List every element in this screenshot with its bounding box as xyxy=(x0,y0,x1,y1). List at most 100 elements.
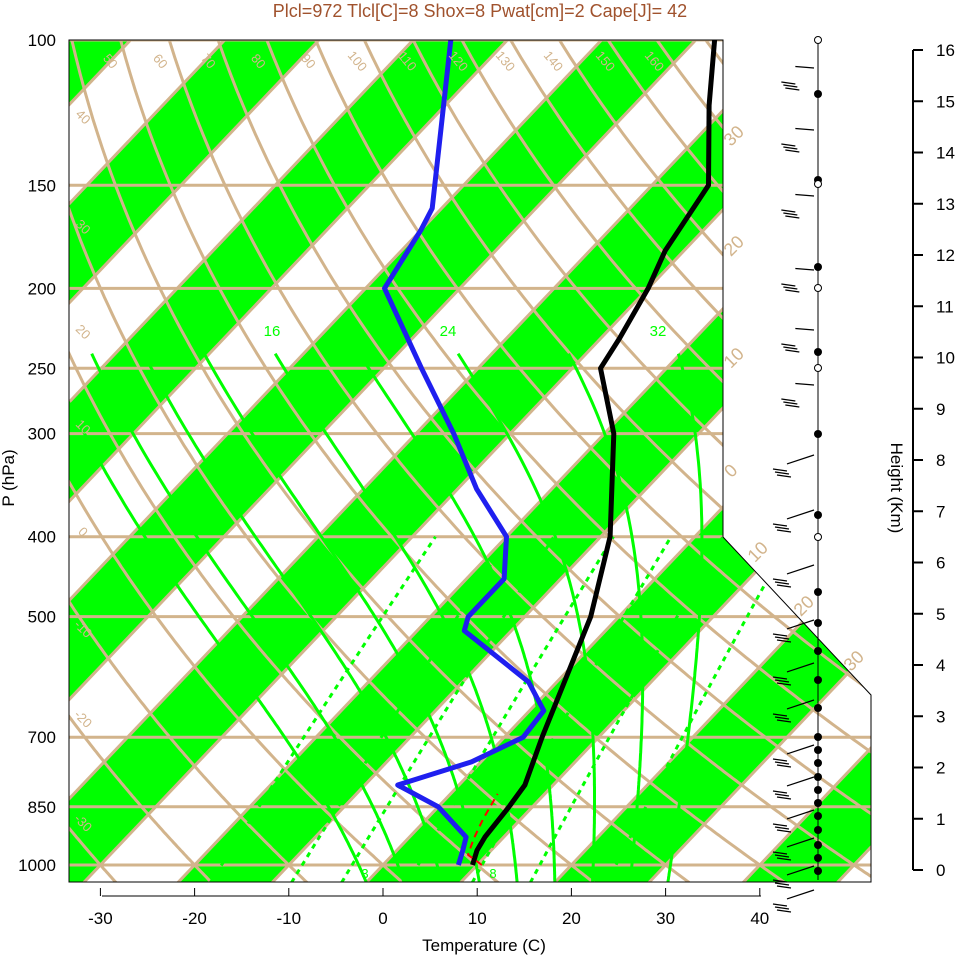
isotherm xyxy=(69,40,679,882)
dry-adiabat xyxy=(354,40,871,882)
wind-level-dot xyxy=(814,263,822,271)
wind-barb xyxy=(781,327,815,353)
moist-adiabat-label: 24 xyxy=(440,323,457,340)
y-axis-label: P (hPa) xyxy=(0,449,18,506)
dry-adiabat xyxy=(450,40,871,882)
x-tick-label: 0 xyxy=(378,909,387,928)
mixing-ratio-line xyxy=(470,535,673,882)
moist-adiabat-label: 32 xyxy=(650,323,667,340)
dry-adiabat xyxy=(69,40,690,882)
wind-barb xyxy=(772,776,815,800)
wind-level-dot xyxy=(814,90,822,98)
wind-barb xyxy=(772,809,815,833)
wind-barb xyxy=(772,509,815,533)
wind-barb xyxy=(772,744,815,768)
x-axis-label: Temperature (C) xyxy=(422,936,546,955)
height-tick-label: 8 xyxy=(936,451,945,470)
isotherm-label-left: 20 xyxy=(73,321,94,342)
pressure-tick-label: 500 xyxy=(28,608,56,627)
height-tick-label: 6 xyxy=(936,554,945,573)
isotherm-label-right: 10 xyxy=(744,538,772,566)
height-axis-label: Height (Km) xyxy=(887,443,906,534)
height-tick-label: 0 xyxy=(936,861,945,880)
pressure-tick-label: 200 xyxy=(28,279,56,298)
wind-level-dot xyxy=(814,619,822,627)
dry-adiabat xyxy=(162,40,871,882)
wind-level-dot xyxy=(814,733,822,741)
isotherm xyxy=(69,40,585,882)
wind-level-dot xyxy=(814,676,822,684)
wind-level-dot xyxy=(814,826,822,834)
dry-adiabat-label: 100 xyxy=(345,48,370,74)
pressure-tick-label: 300 xyxy=(28,425,56,444)
pressure-tick-label: 100 xyxy=(28,31,56,50)
sounding-profiles xyxy=(382,40,718,866)
x-axis: -30 -20 -10 0 10 20 30 40 xyxy=(88,888,769,928)
height-tick-label: 16 xyxy=(936,41,955,60)
wind-barb xyxy=(772,619,815,643)
wind-barb xyxy=(772,837,815,861)
isotherm-label-right: 10 xyxy=(720,344,748,372)
wind-level-dot xyxy=(814,647,822,655)
wind-level-circle xyxy=(814,180,822,188)
mixing-ratio-lines xyxy=(209,535,793,882)
height-tick-label: 2 xyxy=(936,759,945,778)
height-tick-label: 4 xyxy=(936,656,945,675)
height-tick-label: 10 xyxy=(936,349,955,368)
wind-level-dot xyxy=(814,773,822,781)
wind-level-circle xyxy=(814,284,822,292)
wind-level-dot xyxy=(814,786,822,794)
moist-adiabat xyxy=(273,352,519,882)
wind-level-dot xyxy=(814,759,822,767)
temperature-band xyxy=(539,40,871,882)
wind-barb xyxy=(781,267,815,293)
dry-adiabat-label: 60 xyxy=(150,51,171,72)
height-tick-label: 14 xyxy=(936,144,955,163)
moist-adiabat xyxy=(202,352,481,882)
y-axis: 100 150 200 250 300 400 500 700 850 1000 xyxy=(18,31,56,875)
temperature-band xyxy=(69,40,772,882)
dry-adiabat xyxy=(114,40,786,882)
moist-adiabat xyxy=(666,353,704,882)
height-tick-label: 5 xyxy=(936,605,945,624)
isotherm-label-left: -20 xyxy=(71,707,95,731)
height-tick-label: 13 xyxy=(936,195,955,214)
x-tick-label: 30 xyxy=(656,909,675,928)
pressure-tick-label: 850 xyxy=(28,798,56,817)
height-tick-label: 12 xyxy=(936,246,955,265)
height-tick-label: 3 xyxy=(936,707,945,726)
x-tick-label: 20 xyxy=(562,909,581,928)
moist-adiabat-label: 16 xyxy=(264,323,281,340)
dry-adiabat-label: 140 xyxy=(541,48,566,74)
wind-barb xyxy=(772,662,815,686)
height-tick-label: 11 xyxy=(936,297,954,316)
dry-adiabat xyxy=(306,40,871,882)
moist-adiabat xyxy=(567,353,645,882)
x-tick-label: 40 xyxy=(750,909,769,928)
temperature-band xyxy=(69,40,395,882)
dry-adiabats xyxy=(69,40,871,882)
wind-barb xyxy=(781,382,815,408)
wind-profile-panel xyxy=(772,36,822,913)
dry-adiabat xyxy=(69,40,500,882)
wind-level-dot xyxy=(814,867,822,875)
dry-adiabat xyxy=(69,40,309,882)
pressure-tick-label: 1000 xyxy=(18,856,56,875)
isotherm xyxy=(69,40,491,882)
wind-barb xyxy=(772,889,815,913)
wind-level-dot xyxy=(814,704,822,712)
moist-adiabats xyxy=(69,352,704,882)
wind-level-dot xyxy=(814,812,822,820)
parcel-path xyxy=(467,793,499,866)
mixing-ratio-line xyxy=(529,535,725,882)
moist-adiabat xyxy=(69,353,368,882)
wind-level-circle xyxy=(814,533,822,541)
wind-level-dot xyxy=(814,841,822,849)
wind-barb xyxy=(772,564,815,588)
wind-level-dot xyxy=(814,511,822,519)
wind-level-dot xyxy=(814,348,822,356)
wind-level-dot xyxy=(814,746,822,754)
wind-barb xyxy=(781,127,815,153)
